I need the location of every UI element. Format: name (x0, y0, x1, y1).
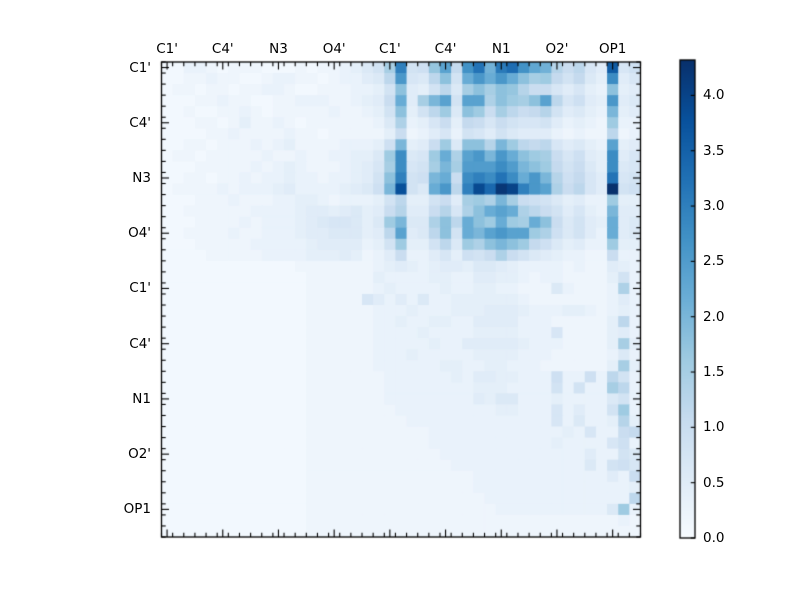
x-axis-tick-label: O2' (545, 41, 569, 57)
x-axis-tick-label: OP1 (598, 41, 627, 57)
colorbar-tick-label: 3.0 (703, 198, 725, 215)
x-axis-tick-label: N3 (269, 41, 288, 57)
colorbar-tick-label: 0.5 (703, 474, 725, 491)
y-axis-tick-label: N3 (132, 169, 151, 186)
y-axis-tick-label: O2' (128, 446, 151, 463)
colorbar-tick-label: 4.0 (703, 87, 725, 104)
colorbar-tick-label: 2.5 (703, 253, 725, 270)
y-axis-tick-label: C1' (129, 59, 151, 76)
x-axis-tick-label: C1' (156, 41, 178, 57)
x-axis-tick-label: O4' (322, 41, 346, 57)
colorbar-tick-label: 1.0 (703, 419, 725, 436)
y-axis-tick-label: C4' (129, 114, 151, 131)
colorbar-tick-label: 1.5 (703, 364, 725, 381)
y-axis-tick-label: O4' (128, 225, 151, 242)
colorbar-tick-label: 2.0 (703, 308, 725, 325)
x-axis-tick-label: C1' (378, 41, 401, 57)
colorbar-tick-label: 3.5 (703, 142, 725, 159)
colorbar-tick-label: 0.0 (703, 530, 725, 546)
y-axis-tick-label: C1' (129, 280, 151, 297)
x-axis-tick-label: C4' (434, 41, 457, 57)
y-axis-tick-label: C4' (129, 335, 151, 352)
y-axis-tick-label: OP1 (123, 501, 151, 518)
x-axis-tick-label: C4' (211, 41, 234, 57)
x-axis-tick-label: N1 (491, 41, 511, 57)
y-axis-tick-label: N1 (132, 390, 151, 407)
